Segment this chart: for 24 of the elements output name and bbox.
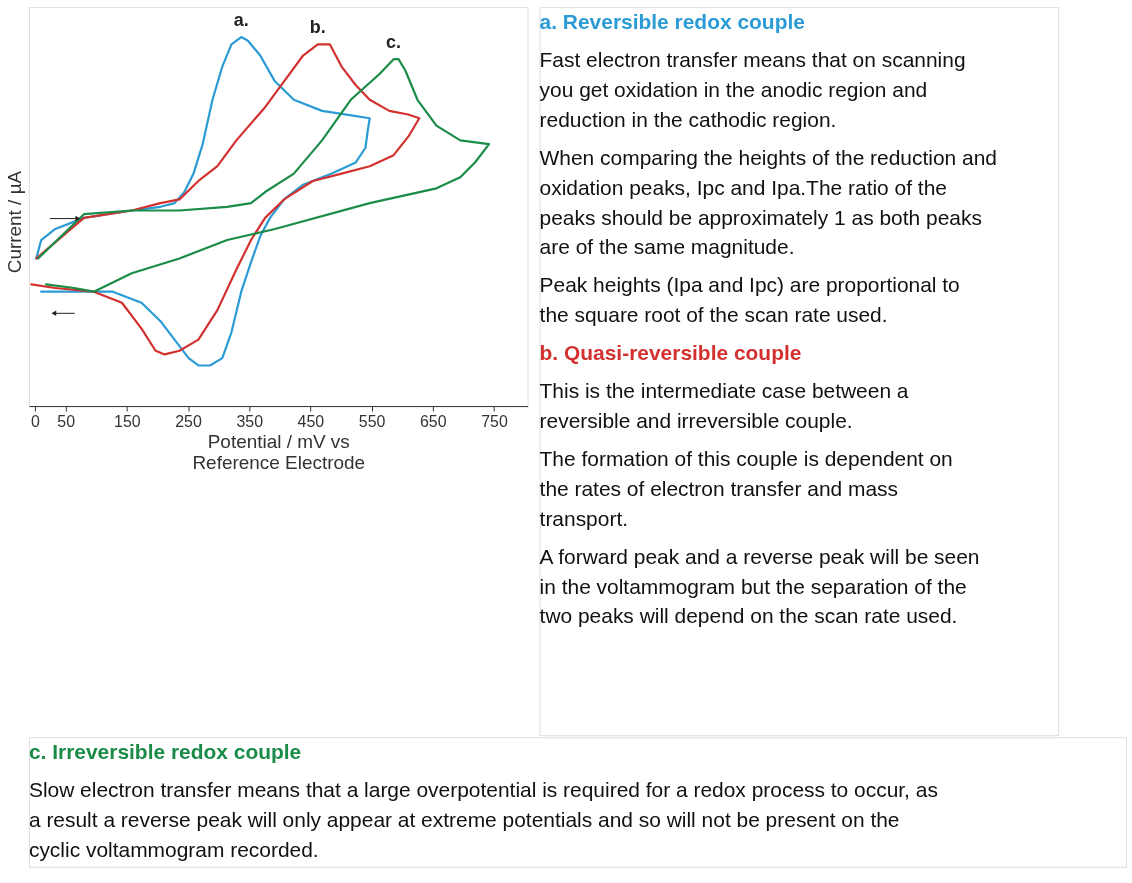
x-tick-label: 450 [297, 412, 325, 430]
x-tick-label: 550 [358, 412, 386, 430]
text: This is the intermediate case between a reversible and irreversible couple. [539, 379, 909, 433]
text: When comparing the heights of the reduction and oxidation peaks, Ipc and Ipa.The ratio of the peaks should be approximately 1 as both peaks are of the same magnitude. [539, 145, 998, 259]
x-tick-label: 750 [481, 412, 508, 430]
text: a. Reversible redox couple [539, 10, 805, 34]
text: Peak heights (Ipa and Ipc) are proportional to the square root of the scan rate used. [539, 273, 960, 327]
y-axis-title: Current / µA [4, 170, 26, 274]
text: Slow electron transfer means that a large overpotential is required for a redox process to occur, as a result a reverse peak will only appear at extreme potentials and so will not be present on the cyclic voltammogram recorded. [28, 778, 938, 861]
text: The formation of this couple is dependent on the rates of electron transfer and mass transport. [539, 446, 953, 530]
text: c. Irreversible redox couple [28, 740, 302, 764]
x-tick-label: 350 [236, 412, 264, 430]
x-tick-label: 150 [114, 412, 141, 430]
x-tick-label: 650 [419, 412, 447, 430]
series-label: b. [309, 17, 326, 38]
x-tick-label: 50 [57, 412, 76, 430]
series-label: c. [386, 32, 402, 53]
series-label: a. [233, 10, 249, 31]
text: A forward peak and a reverse peak will be seen in the voltammogram but the separation of the two peaks will depend on the scan rate used. [539, 544, 980, 628]
x-tick-label: 0 [31, 412, 41, 430]
x-axis-title: Potential / mV vs Reference Electrode [192, 431, 366, 474]
x-tick-label: 250 [175, 412, 202, 430]
text: b. Quasi-reversible couple [539, 341, 802, 365]
text: Fast electron transfer means that on scanning you get oxidation in the anodic region and reduction in the cathodic region. [539, 47, 966, 131]
